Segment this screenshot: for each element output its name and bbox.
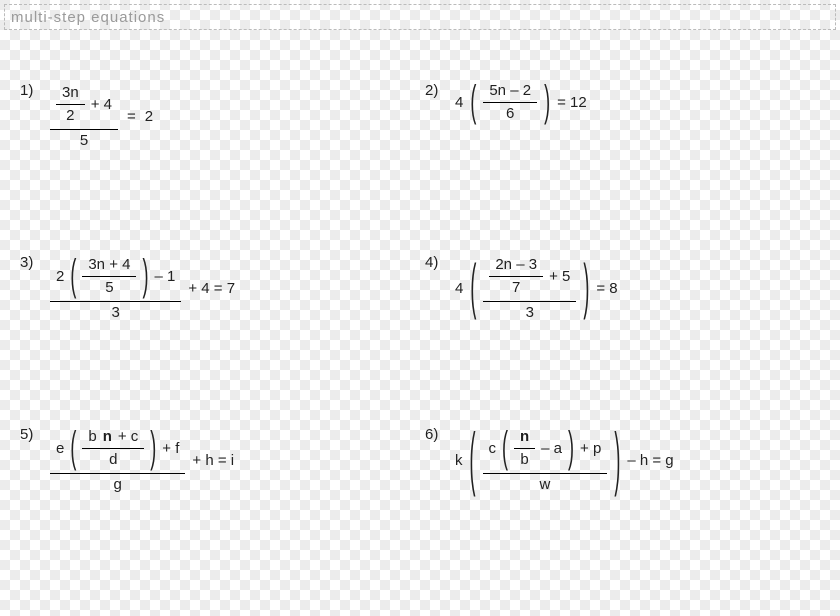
equation: e ( bn + c d ) + f g (50, 424, 234, 496)
coef: e (56, 440, 64, 458)
right-paren: ) (583, 252, 589, 323)
plus-term: + 5 (549, 268, 570, 286)
t: b (88, 428, 96, 446)
outer-fraction: e ( bn + c d ) + f g (50, 424, 185, 496)
den: w (533, 474, 556, 496)
problem-number: 4) (425, 252, 455, 271)
problem-5: 5) e ( bn + c d ) + f (20, 424, 415, 496)
den: g (108, 474, 128, 496)
den: d (103, 449, 123, 471)
num: 3n + 4 (82, 254, 136, 276)
den: 5 (74, 130, 94, 152)
den: 7 (506, 277, 526, 299)
left-paren: ( (470, 252, 476, 323)
coef: 4 (455, 94, 463, 111)
num: 2n – 3 (489, 254, 543, 276)
inner-fraction: 2n – 3 7 (489, 254, 543, 299)
rhs: 2 (145, 108, 153, 125)
right-paren-inner: ) (568, 423, 574, 475)
bold-n: n (103, 428, 112, 446)
problem-number: 6) (425, 424, 455, 443)
den: b (514, 449, 534, 471)
inner-fraction: 3n + 4 5 (82, 254, 136, 299)
problem-6: 6) k ( c ( n b – a ) + p (425, 424, 820, 496)
plus-p: + p (580, 440, 601, 458)
right-paren: ) (142, 251, 148, 303)
right-paren: ) (150, 423, 156, 475)
left-paren-inner: ( (502, 423, 508, 475)
den: 3 (520, 302, 540, 324)
problem-2: 2) 4 ( 5n – 2 6 ) = 12 (425, 80, 820, 152)
equation: 3n 2 + 4 5 = 2 (50, 80, 153, 152)
equation: 4 ( 5n – 2 6 ) = 12 (455, 80, 587, 125)
problem-number: 1) (20, 80, 50, 99)
tail: + 4 = 7 (188, 280, 235, 297)
inner-fraction: n b (514, 426, 535, 471)
inner-fraction: bn + c d (82, 426, 144, 471)
worksheet-title: multi-step equations (11, 9, 165, 26)
den: 5 (99, 277, 119, 299)
right-paren: ) (544, 77, 550, 127)
problem-grid: 1) 3n 2 + 4 5 = 2 (0, 80, 840, 496)
outer-fraction: 3n 2 + 4 5 (50, 80, 118, 152)
problem-number: 3) (20, 252, 50, 271)
right-paren-outer: ) (614, 419, 620, 501)
left-paren-outer: ( (470, 419, 476, 501)
problem-4: 4) 4 ( 2n – 3 7 + 5 3 ) (425, 252, 820, 324)
outer-fraction: c ( n b – a ) + p w (483, 424, 608, 496)
tail: + h = i (192, 452, 234, 469)
num: 5n – 2 (483, 80, 537, 102)
left-paren: ( (470, 77, 476, 127)
num: bn + c (82, 426, 144, 448)
equals-rhs: = 8 (596, 280, 617, 297)
left-paren: ( (70, 423, 76, 475)
inner-fraction: 3n 2 (56, 82, 85, 127)
den: 2 (60, 105, 80, 127)
outer-fraction: 2n – 3 7 + 5 3 (483, 252, 576, 324)
problem-number: 2) (425, 80, 455, 99)
coef-k: k (455, 452, 463, 469)
den: 6 (500, 103, 520, 125)
equals-rhs: = 12 (557, 94, 587, 111)
coef: 2 (56, 268, 64, 286)
equation: 4 ( 2n – 3 7 + 5 3 ) = 8 (455, 252, 618, 324)
num: n (514, 426, 535, 448)
equals: = (125, 108, 138, 125)
title-bar: multi-step equations (4, 4, 836, 30)
num: 3n (56, 82, 85, 104)
worksheet-page: multi-step equations 1) 3n 2 + 4 5 (0, 0, 840, 616)
problem-1: 1) 3n 2 + 4 5 = 2 (20, 80, 415, 152)
outer-fraction: 2 ( 3n + 4 5 ) – 1 3 (50, 252, 181, 324)
plus-term: + 4 (91, 96, 112, 114)
equation: k ( c ( n b – a ) + p (455, 424, 674, 496)
tail: – h = g (627, 452, 673, 469)
plus-term: + f (162, 440, 179, 458)
minus-term: – 1 (154, 268, 175, 286)
minus-a: – a (541, 440, 562, 458)
problem-3: 3) 2 ( 3n + 4 5 ) – 1 (20, 252, 415, 324)
left-paren: ( (70, 251, 76, 303)
bold-n: n (520, 428, 529, 446)
coef-c: c (489, 440, 497, 458)
problem-number: 5) (20, 424, 50, 443)
coef: 4 (455, 280, 463, 297)
fraction: 5n – 2 6 (483, 80, 537, 125)
t: + c (118, 428, 138, 446)
den: 3 (105, 302, 125, 324)
equation: 2 ( 3n + 4 5 ) – 1 3 + 4 = 7 (50, 252, 235, 324)
